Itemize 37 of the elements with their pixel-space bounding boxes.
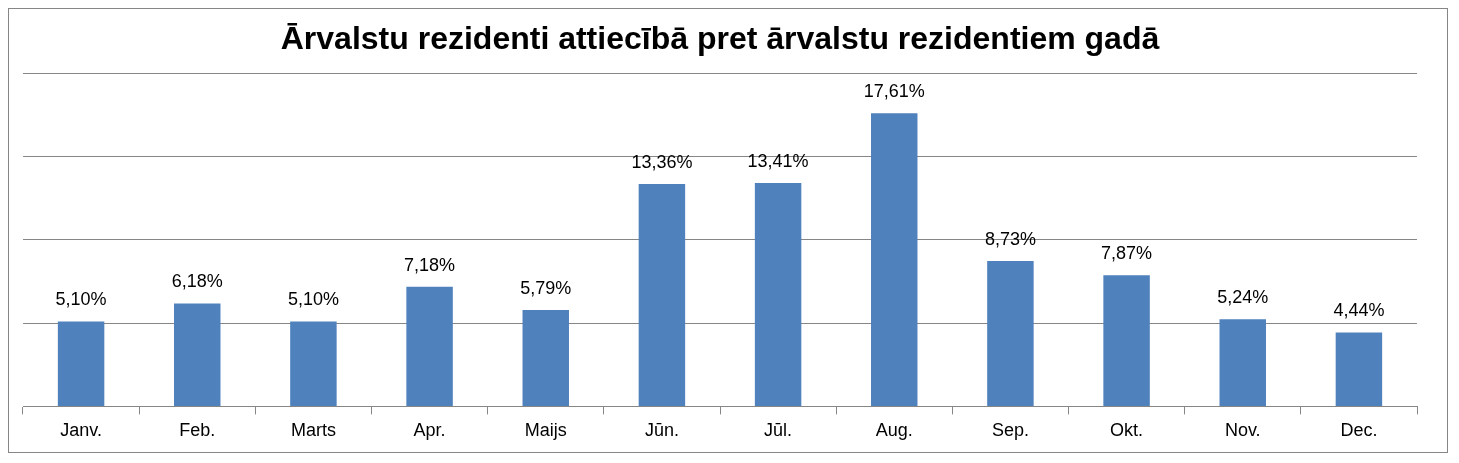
x-tick-label: Dec. (1340, 420, 1378, 441)
bar (987, 261, 1034, 406)
data-label: 8,73% (984, 229, 1036, 250)
bar (871, 113, 918, 406)
x-tick-label: Jūl. (764, 420, 793, 441)
bar (1103, 275, 1150, 406)
data-label: 13,41% (747, 151, 809, 172)
data-label: 5,24% (1217, 287, 1269, 308)
data-label: 5,10% (287, 289, 339, 310)
x-tick-label: Janv. (60, 420, 102, 441)
bar (1219, 319, 1266, 406)
x-tick-label: Marts (290, 420, 336, 441)
bar (406, 286, 453, 406)
x-tick-label: Feb. (179, 420, 216, 441)
chart-title: Ārvalstu rezidenti attiecībā pret ārvalstu rezidentiem gadā (280, 20, 1160, 57)
bar (290, 321, 337, 406)
x-tick-label: Maijs (524, 420, 567, 441)
data-label: 4,44% (1333, 300, 1385, 321)
data-label: 13,36% (631, 151, 693, 172)
bar (174, 303, 221, 406)
data-label: 7,18% (404, 254, 456, 275)
x-tick-label: Jūn. (644, 420, 679, 441)
x-tick-label: Sep. (991, 420, 1029, 441)
data-label: 7,87% (1101, 243, 1153, 264)
data-label: 6,18% (171, 271, 223, 292)
x-tick-label: Nov. (1224, 420, 1261, 441)
x-tick-label: Aug. (875, 420, 913, 441)
data-label: 5,79% (520, 277, 572, 298)
x-tick-label: Apr. (413, 420, 446, 441)
data-label: 17,61% (863, 81, 925, 102)
bar (754, 183, 802, 406)
x-tick-label: Okt. (1110, 420, 1144, 441)
bar (638, 183, 686, 406)
data-label: 5,10% (55, 289, 107, 310)
bar (57, 321, 105, 406)
bar (1335, 332, 1383, 406)
bar (522, 310, 569, 406)
